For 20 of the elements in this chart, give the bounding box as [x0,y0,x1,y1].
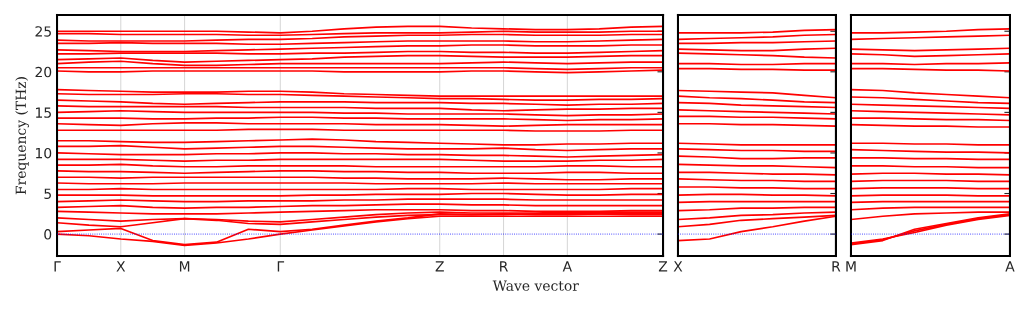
y-tick-label: 0 [44,229,52,240]
x-tick-label: Γ [277,261,285,272]
y-tick-label: 25 [35,26,51,37]
x-tick-label: A [562,261,572,272]
x-tick-label: X [116,261,126,272]
x-tick-label: R [832,261,841,272]
x-tick-label: M [179,261,190,272]
x-axis-title: Wave vector [492,280,579,291]
x-tick-label: A [1005,261,1015,272]
y-tick-label: 15 [36,107,51,118]
x-tick-label: M [846,261,856,272]
y-tick-label: 5 [44,188,51,199]
y-axis-title: Frequency (THz) [15,77,29,195]
x-tick-label: R [500,261,508,272]
y-tick-label: 20 [35,66,52,78]
x-tick-label: Γ [54,261,61,272]
x-tick-label: Z [658,261,668,272]
x-tick-label: Z [435,261,444,272]
y-tick-label: 10 [36,147,52,159]
x-tick-label: X [673,261,683,272]
